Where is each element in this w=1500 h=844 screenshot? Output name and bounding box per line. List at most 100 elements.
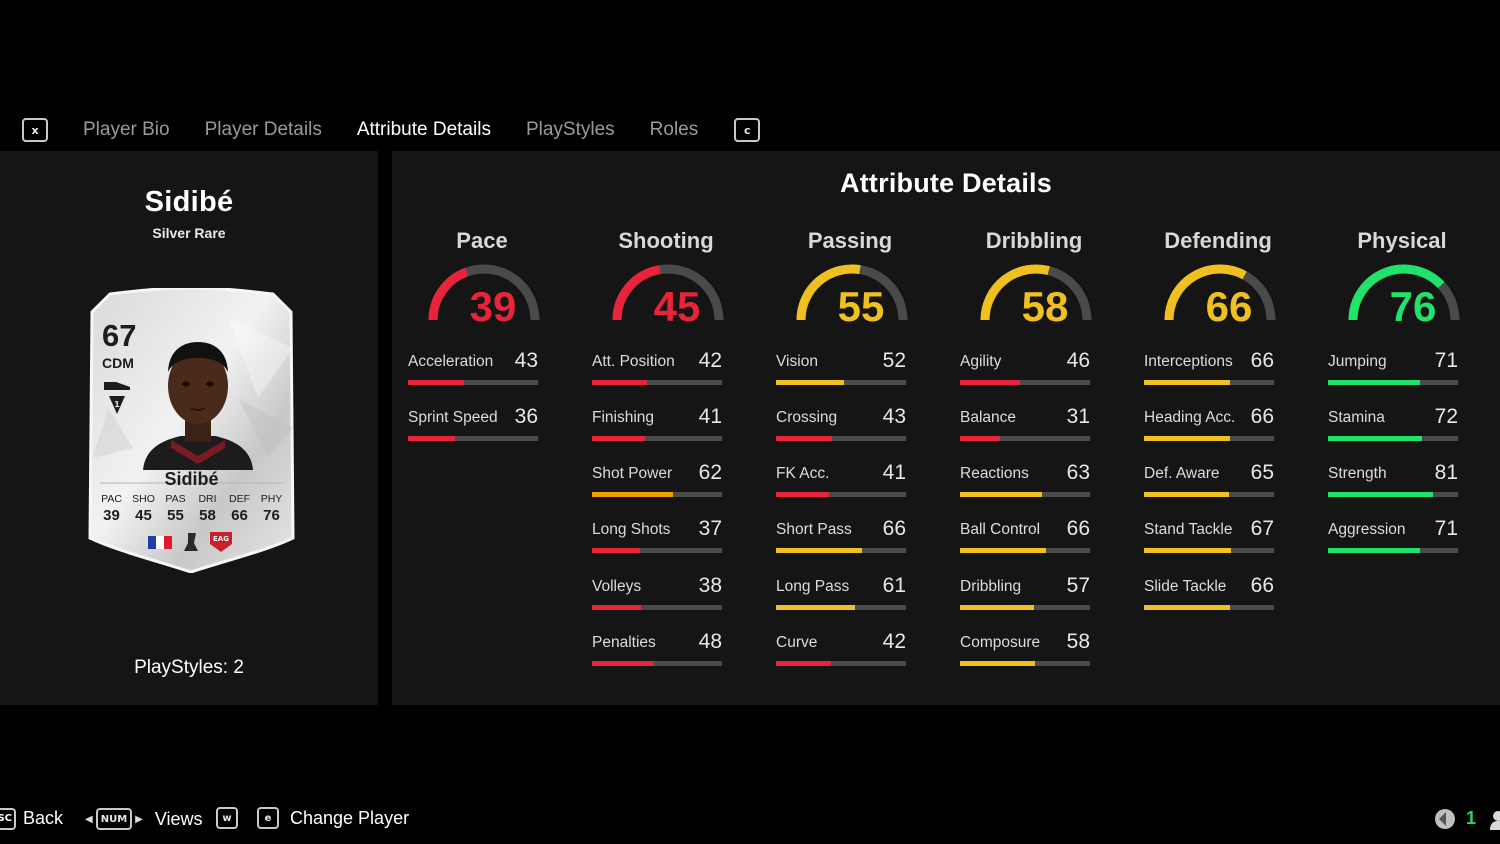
attribute-name: Att. Position [592,353,675,370]
attribute-bar-track [960,605,1090,610]
attribute-bar-track [776,436,906,441]
attribute-name: Long Shots [592,521,671,538]
change-player-button[interactable]: Change Player [290,808,410,828]
attribute-bar-track [1328,492,1458,497]
views-label[interactable]: Views [154,808,203,829]
attribute-row: Finishing 41 [592,401,722,441]
tab-playstyles[interactable]: PlayStyles [525,119,615,140]
category-dribbling: Dribbling 58 [969,228,1099,330]
category-physical: Physical 76 [1337,228,1467,330]
attribute-bar-fill [592,492,673,497]
attribute-row: Dribbling 57 [960,570,1090,610]
attribute-bar-track [960,380,1090,385]
attribute-row: Crossing 43 [776,401,906,441]
attribute-value: 58 [1066,630,1090,653]
attribute-bar-fill [776,605,856,610]
w-key-hint[interactable]: w [216,807,238,829]
card-stat-sho: SHO 45 [128,493,159,524]
attribute-row: Strength 81 [1328,457,1458,497]
player-card: 67 CDM 1 Sidibé PAC 39 SHO 45 PAS 55 DRI 58 … [88,288,295,573]
attribute-row: Vision 52 [776,345,906,385]
tab-roles[interactable]: Roles [649,119,699,140]
attribute-value: 38 [698,574,722,597]
connection-status-icon [1435,809,1455,829]
back-key-hint[interactable]: SC [0,808,16,830]
attribute-name: Curve [776,634,818,651]
attribute-name: Interceptions [1144,353,1233,370]
player-name: Sidibé [144,186,234,218]
attribute-value: 52 [882,349,906,372]
attribute-name: Volleys [592,578,642,595]
category-name: Dribbling [985,228,1083,253]
attribute-bar-track [1144,492,1274,497]
attribute-row: Long Pass 61 [776,570,906,610]
attribute-name: Dribbling [960,578,1022,595]
boot-icon [104,382,130,390]
attribute-value: 37 [698,517,722,540]
card-stat-value: 66 [231,507,248,524]
category-gauge [796,264,908,321]
attribute-bar-track [592,380,722,385]
tab-right-key-hint[interactable]: c [734,118,761,142]
card-rating: 67 [102,318,137,353]
card-stat-value: 58 [199,507,216,524]
attribute-bar-fill [1144,436,1230,441]
views-key-hint[interactable]: NUM [95,808,133,830]
attribute-bar-fill [1328,548,1421,553]
card-stat-label: PAS [165,493,186,505]
card-stat-phy: PHY 76 [256,493,287,524]
attribute-row: Interceptions 66 [1144,345,1274,385]
attribute-bar-track [592,661,722,666]
attribute-bar-track [776,605,906,610]
attribute-bar-fill [408,436,455,441]
attribute-name: Balance [960,409,1017,426]
card-stat-pac: PAC 39 [96,493,127,524]
online-count: 1 [1466,808,1477,828]
attribute-bar-track [592,436,722,441]
card-stat-def: DEF 66 [224,493,255,524]
card-stat-label: PAC [101,493,122,505]
attribute-row: Att. Position 42 [592,345,722,385]
attribute-value: 66 [1250,574,1274,597]
france-flag-icon [148,536,172,549]
attribute-bar-track [776,492,906,497]
attribute-name: Reactions [960,465,1029,482]
tab-left-key-hint[interactable]: x [22,118,48,142]
attribute-bar-fill [960,605,1035,610]
attribute-bar-fill [592,380,647,385]
player-rarity: Silver Rare [152,225,226,241]
card-stat-pas: PAS 55 [160,493,191,524]
attribute-value: 81 [1434,461,1458,484]
attribute-value: 42 [698,349,722,372]
tab-player-bio[interactable]: Player Bio [83,119,170,140]
attribute-bar-track [1328,548,1458,553]
attribute-bar-fill [960,661,1036,666]
attribute-row: FK Acc. 41 [776,457,906,497]
gauge-fill [980,264,1050,321]
category-passing: Passing 55 [785,228,915,330]
attribute-name: Composure [960,634,1041,651]
attribute-value: 42 [882,630,906,653]
attribute-name: Stamina [1328,409,1385,426]
attribute-value: 48 [698,630,722,653]
attribute-name: Shot Power [592,465,673,482]
attribute-row: Long Shots 37 [592,513,722,553]
views-control[interactable]: ◀ NUM ▶ Views [85,808,203,830]
e-key-hint[interactable]: e [257,807,279,829]
attribute-bar-fill [592,436,646,441]
attribute-bar-fill [960,436,1001,441]
attribute-bar-track [592,605,722,610]
panel-title: Attribute Details [840,168,1052,198]
attribute-name: Long Pass [776,578,850,595]
tab-attribute-details[interactable]: Attribute Details [356,119,491,140]
back-button[interactable]: Back [23,808,64,828]
attribute-name: FK Acc. [776,465,830,482]
category-name: Passing [807,228,893,253]
attribute-value: 61 [882,574,906,597]
card-stats: PAC 39 SHO 45 PAS 55 DRI 58 DEF 66 PHY 76 [96,493,287,524]
svg-text:1: 1 [114,400,120,409]
attribute-name: Aggression [1328,521,1406,538]
attribute-row: Aggression 71 [1328,513,1458,553]
attribute-bar-fill [1328,492,1434,497]
tab-player-details[interactable]: Player Details [204,119,322,140]
